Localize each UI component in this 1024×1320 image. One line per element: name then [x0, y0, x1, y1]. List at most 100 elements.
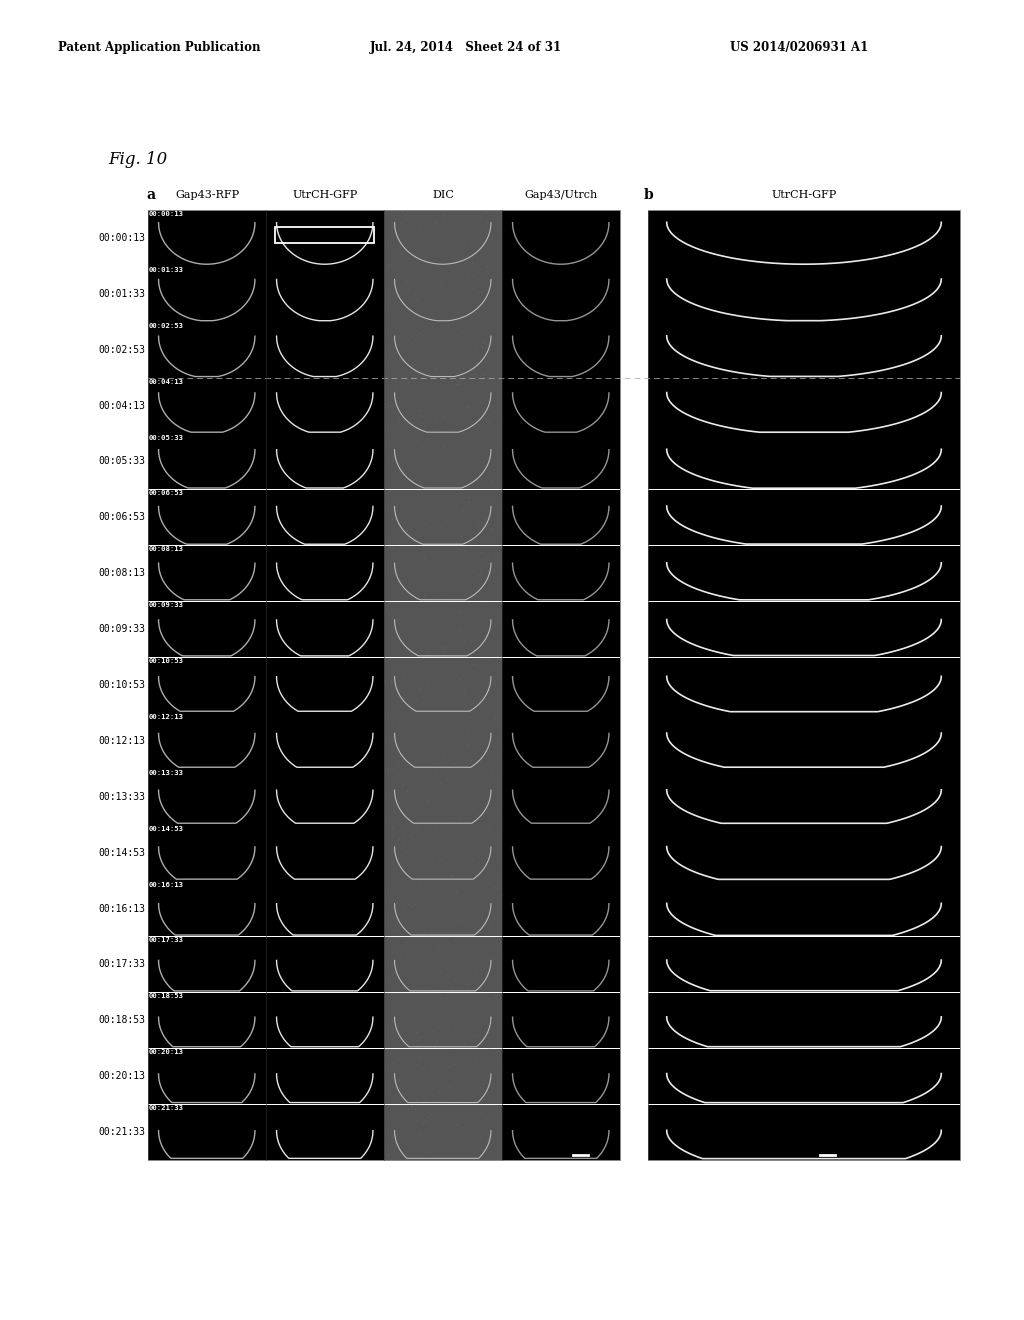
Bar — [384, 267, 502, 322]
Point — [386, 921, 402, 942]
Bar — [266, 434, 384, 490]
Point — [416, 364, 432, 385]
Point — [398, 388, 415, 409]
Text: 00:00:13: 00:00:13 — [150, 211, 184, 216]
Point — [398, 1076, 415, 1097]
Point — [403, 1040, 420, 1061]
Point — [435, 372, 452, 393]
Point — [401, 372, 418, 393]
Point — [390, 898, 407, 919]
Point — [434, 589, 451, 610]
Point — [476, 408, 493, 429]
Point — [404, 554, 421, 576]
Point — [391, 459, 408, 480]
Point — [440, 368, 457, 389]
Point — [388, 619, 404, 640]
Point — [459, 937, 475, 958]
Text: 00:04:13: 00:04:13 — [98, 400, 145, 411]
Point — [468, 508, 484, 529]
Point — [451, 393, 467, 414]
Point — [398, 533, 415, 554]
Point — [488, 681, 505, 702]
Point — [477, 442, 494, 463]
Point — [381, 1034, 397, 1055]
Point — [476, 644, 493, 665]
Point — [452, 1076, 468, 1097]
Point — [425, 843, 441, 865]
Point — [446, 1063, 463, 1084]
Point — [433, 850, 450, 871]
Point — [461, 272, 477, 293]
Point — [428, 205, 444, 226]
Point — [493, 437, 509, 458]
Point — [490, 272, 507, 293]
Point — [446, 907, 463, 928]
Point — [481, 689, 498, 710]
Point — [387, 785, 403, 807]
Point — [490, 416, 507, 437]
Point — [437, 1129, 454, 1150]
Point — [385, 325, 401, 346]
Point — [418, 791, 434, 812]
Point — [489, 673, 506, 694]
Point — [445, 688, 462, 709]
Point — [483, 459, 500, 480]
Point — [438, 492, 455, 513]
Point — [411, 953, 427, 974]
Text: 00:17:33: 00:17:33 — [98, 960, 145, 969]
Point — [428, 660, 444, 681]
Point — [439, 775, 456, 796]
Point — [397, 927, 414, 948]
Point — [460, 565, 476, 586]
Point — [467, 577, 483, 598]
Point — [392, 1014, 409, 1035]
Point — [391, 326, 408, 347]
Point — [378, 711, 394, 733]
Point — [433, 276, 450, 297]
Point — [419, 789, 435, 810]
Point — [484, 677, 501, 698]
Point — [377, 461, 393, 482]
Point — [461, 259, 477, 280]
Point — [486, 565, 503, 586]
Point — [460, 367, 476, 388]
Point — [461, 801, 477, 822]
Point — [461, 308, 477, 329]
Point — [410, 359, 426, 380]
Point — [474, 562, 490, 583]
Point — [376, 605, 392, 626]
Point — [401, 1114, 418, 1135]
Point — [378, 1019, 394, 1040]
Point — [453, 607, 469, 628]
Point — [412, 351, 428, 372]
Point — [440, 1076, 457, 1097]
Point — [490, 1041, 507, 1063]
Point — [462, 358, 478, 379]
Point — [404, 652, 421, 673]
Point — [404, 982, 421, 1003]
Point — [418, 949, 434, 970]
Point — [423, 923, 439, 944]
Point — [431, 851, 447, 873]
Point — [481, 817, 498, 838]
Point — [423, 447, 439, 469]
Point — [386, 434, 402, 455]
Point — [377, 488, 393, 510]
Text: UtrCH-GFP: UtrCH-GFP — [771, 190, 837, 201]
Point — [406, 1007, 422, 1028]
Point — [378, 1039, 394, 1060]
Point — [464, 1016, 480, 1038]
Point — [385, 1076, 401, 1097]
Point — [404, 1115, 421, 1137]
Point — [394, 711, 411, 733]
Point — [486, 401, 503, 422]
Bar — [502, 434, 620, 490]
Point — [487, 985, 504, 1006]
Point — [479, 227, 496, 248]
Point — [484, 215, 501, 236]
Point — [430, 727, 446, 748]
Point — [404, 545, 421, 566]
Point — [453, 997, 469, 1018]
Point — [428, 1043, 444, 1064]
Point — [437, 1125, 454, 1146]
